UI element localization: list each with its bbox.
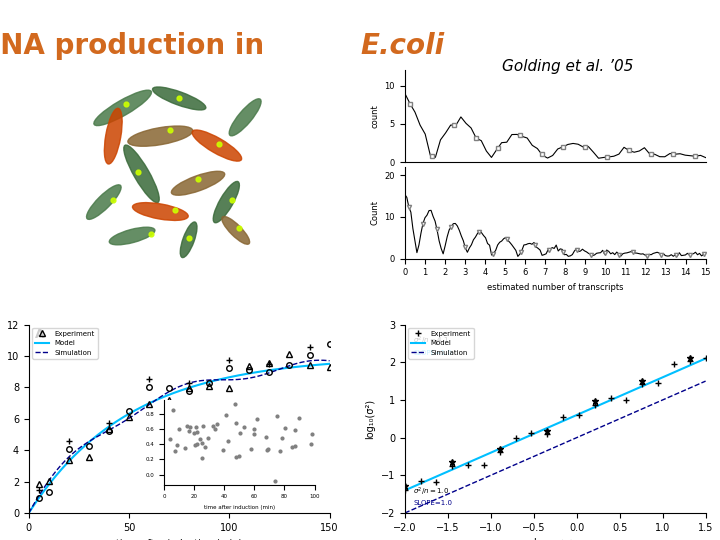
- Text: $\sigma^2/n=1.0$: $\sigma^2/n=1.0$: [413, 485, 449, 498]
- Model: [42, 484, 51, 490]
- Text: Golding et al. ’05: Golding et al. ’05: [502, 59, 634, 75]
- Y-axis label: Count: Count: [370, 200, 379, 225]
- X-axis label: time after induction (min): time after induction (min): [116, 538, 243, 540]
- Model: [300, 363, 308, 369]
- Experiment: [305, 362, 314, 368]
- Experiment: [205, 382, 214, 389]
- Point: [107, 196, 119, 205]
- Experiment: [35, 481, 43, 487]
- Simulation: [555, 442, 564, 448]
- X-axis label: log₁₀<n>: log₁₀<n>: [533, 538, 577, 540]
- Ellipse shape: [222, 217, 250, 244]
- Point: [164, 126, 176, 135]
- Simulation: [104, 427, 113, 434]
- Experiment: [285, 351, 294, 357]
- Model: [677, 366, 685, 373]
- Ellipse shape: [104, 109, 122, 164]
- Experiment: [145, 401, 153, 407]
- Point: [145, 230, 157, 239]
- Simulation: [686, 384, 695, 391]
- Model: [81, 443, 89, 449]
- Y-axis label: log₁₀(σ²): log₁₀(σ²): [365, 399, 375, 439]
- Line: Model: Model: [405, 359, 706, 490]
- Ellipse shape: [153, 87, 206, 110]
- Text: A: A: [35, 328, 45, 341]
- Model: [686, 362, 695, 368]
- Simulation: [701, 378, 710, 384]
- Model: [701, 355, 710, 362]
- Experiment: [325, 364, 334, 370]
- Ellipse shape: [124, 145, 159, 202]
- Model: [555, 419, 564, 426]
- Simulation: [300, 359, 308, 365]
- Ellipse shape: [86, 185, 121, 219]
- Experiment: [104, 426, 113, 432]
- Simulation: [325, 357, 334, 364]
- Y-axis label: count: count: [370, 104, 379, 128]
- Simulation: [42, 480, 51, 487]
- Model: [24, 510, 33, 516]
- Simulation: [37, 489, 45, 496]
- Text: $\sigma^2/n=4.1$: $\sigma^2/n=4.1$: [413, 335, 449, 347]
- Point: [170, 205, 181, 214]
- Experiment: [85, 454, 94, 460]
- Ellipse shape: [213, 181, 239, 223]
- Model: [104, 423, 113, 430]
- Model: [325, 361, 334, 367]
- Experiment: [165, 396, 174, 403]
- Ellipse shape: [192, 130, 242, 161]
- Text: SLOPE=1.0: SLOPE=1.0: [413, 501, 452, 507]
- Model: [37, 492, 45, 498]
- Text: mRNA production in: mRNA production in: [0, 32, 274, 60]
- Simulation: [677, 388, 685, 395]
- Y-axis label: <n>: <n>: [0, 406, 1, 431]
- Simulation: [400, 510, 409, 516]
- Experiment: [65, 457, 73, 464]
- Model: [310, 362, 319, 368]
- Legend: Experiment, Model, Simulation: Experiment, Model, Simulation: [32, 328, 97, 359]
- Text: E.coli: E.coli: [360, 32, 444, 60]
- Model: [400, 487, 409, 494]
- Simulation: [470, 479, 479, 485]
- Line: Model: Model: [29, 364, 330, 513]
- Point: [192, 175, 204, 184]
- Simulation: [81, 441, 89, 448]
- X-axis label: estimated number of transcripts: estimated number of transcripts: [487, 283, 624, 292]
- Line: Simulation: Simulation: [405, 381, 706, 513]
- Point: [213, 139, 225, 148]
- Experiment: [45, 478, 53, 484]
- Point: [121, 100, 132, 109]
- Simulation: [458, 484, 467, 491]
- Model: [458, 462, 467, 468]
- Ellipse shape: [180, 222, 197, 258]
- Line: Experiment: Experiment: [36, 352, 333, 487]
- Model: [580, 409, 588, 415]
- Point: [183, 234, 194, 242]
- Text: SLOPE=1.0: SLOPE=1.0: [413, 350, 452, 356]
- Simulation: [316, 357, 325, 363]
- Ellipse shape: [171, 171, 225, 195]
- Model: [470, 456, 479, 463]
- Point: [226, 196, 238, 205]
- Experiment: [265, 360, 274, 367]
- Simulation: [580, 431, 588, 437]
- Experiment: [245, 363, 253, 370]
- Point: [234, 224, 246, 233]
- Ellipse shape: [109, 227, 155, 245]
- Ellipse shape: [229, 99, 261, 136]
- Simulation: [310, 357, 319, 363]
- Point: [174, 94, 185, 103]
- Line: Simulation: Simulation: [29, 360, 330, 513]
- Ellipse shape: [128, 126, 193, 146]
- Experiment: [185, 385, 194, 392]
- Experiment: [125, 413, 133, 420]
- Point: [132, 167, 143, 176]
- Experiment: [225, 384, 234, 391]
- Legend: Experiment, Model, Simulation: Experiment, Model, Simulation: [408, 328, 474, 359]
- Simulation: [24, 510, 33, 516]
- Ellipse shape: [94, 90, 151, 126]
- Ellipse shape: [132, 202, 188, 220]
